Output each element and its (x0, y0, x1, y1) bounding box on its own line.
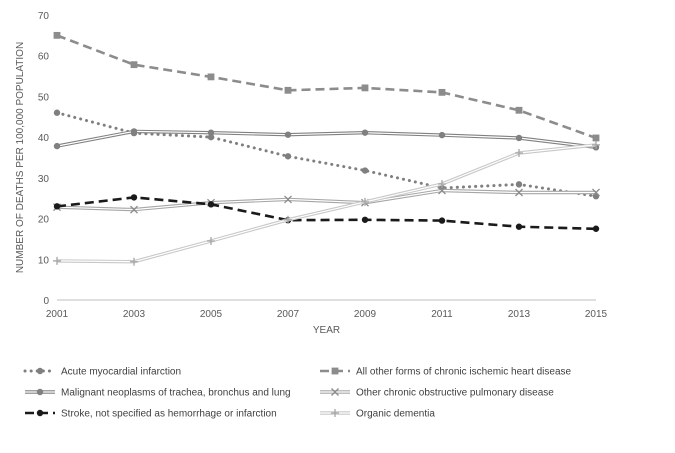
x-tick-label: 2001 (46, 309, 69, 320)
data-point (130, 194, 138, 201)
series-0 (53, 109, 600, 200)
data-point (284, 153, 292, 160)
data-point (53, 142, 61, 150)
data-point (361, 216, 369, 223)
x-tick-label: 2007 (277, 309, 300, 320)
data-point (515, 223, 523, 230)
series-line-inner (56, 130, 597, 148)
series-line-inner (56, 144, 597, 263)
data-point (130, 205, 138, 214)
series-line (56, 188, 596, 212)
data-point (592, 134, 600, 142)
legend-label: Stroke, not specified as hemorrhage or i… (61, 409, 277, 420)
data-point (515, 106, 523, 114)
x-tick-label: 2009 (354, 309, 377, 320)
y-tick-label: 20 (38, 215, 50, 226)
y-tick-label: 70 (38, 11, 50, 22)
data-point (284, 86, 292, 94)
series-line-inner (56, 189, 596, 211)
series-5 (53, 140, 600, 266)
data-point (130, 257, 138, 266)
x-axis-title: YEAR (313, 325, 340, 336)
series-line (56, 34, 597, 140)
legend-label: Other chronic obstructive pulmonary dise… (356, 388, 554, 399)
data-point (515, 134, 523, 142)
data-point (207, 129, 215, 136)
legend-item: Stroke, not specified as hemorrhage or i… (25, 409, 277, 420)
legend-marker (331, 388, 339, 396)
x-tick-label: 2015 (585, 309, 608, 320)
y-axis-ticks: 0 10 20 30 40 50 60 70 (38, 11, 50, 307)
data-point (438, 179, 446, 188)
data-point (592, 225, 600, 232)
data-point (515, 149, 523, 158)
legend: Acute myocardial infarction All other for… (23, 367, 572, 420)
data-point (361, 197, 369, 206)
data-point (361, 84, 369, 92)
series-line (55, 111, 598, 198)
data-point (53, 256, 61, 265)
data-point (438, 88, 446, 96)
data-point (53, 109, 61, 116)
data-point (284, 131, 292, 138)
y-tick-label: 50 (38, 92, 50, 103)
data-point (592, 188, 600, 197)
legend-marker (331, 409, 339, 417)
data-point (207, 133, 215, 141)
legend-label: Malignant neoplasms of trachea, bronchus… (61, 388, 291, 399)
data-point (207, 236, 215, 245)
data-point (53, 31, 61, 39)
data-point (53, 203, 61, 210)
legend-item: Malignant neoplasms of trachea, bronchus… (25, 388, 291, 399)
data-point (284, 195, 292, 204)
data-point (438, 131, 446, 139)
data-point (592, 140, 600, 149)
data-point (515, 188, 523, 197)
data-point (130, 128, 138, 135)
data-point (361, 129, 369, 136)
y-tick-label: 60 (38, 52, 50, 63)
x-tick-label: 2003 (123, 309, 146, 320)
data-point (207, 73, 215, 81)
data-point (207, 201, 215, 208)
data-point (284, 215, 292, 224)
data-point (438, 217, 446, 224)
series-2 (53, 128, 600, 151)
data-point (130, 61, 138, 69)
x-tick-label: 2005 (200, 309, 223, 320)
y-tick-label: 30 (38, 174, 50, 185)
legend-marker (36, 388, 44, 396)
y-axis-title: NUMBER OF DEATHS PER 100,000 POPULATION (15, 42, 26, 273)
legend-marker (36, 409, 44, 417)
legend-item: Organic dementia (320, 409, 435, 420)
legend-item: All other forms of chronic ischemic hear… (320, 367, 572, 378)
data-point (515, 181, 523, 188)
legend-item: Acute myocardial infarction (23, 367, 181, 378)
y-tick-label: 0 (43, 296, 49, 307)
y-tick-label: 10 (38, 255, 50, 266)
data-point (361, 167, 369, 174)
x-axis-ticks: 2001 2003 2005 2007 2009 2011 2013 2015 (46, 309, 608, 320)
series-1 (53, 31, 600, 142)
legend-label: All other forms of chronic ischemic hear… (356, 367, 572, 378)
x-tick-label: 2011 (431, 309, 453, 320)
legend-marker (331, 367, 339, 375)
data-point (438, 186, 446, 195)
plot-series (53, 31, 600, 266)
y-tick-label: 40 (38, 133, 50, 144)
legend-item: Other chronic obstructive pulmonary dise… (320, 388, 554, 399)
series-4 (53, 194, 600, 232)
x-tick-label: 2013 (508, 309, 531, 320)
legend-label: Acute myocardial infarction (61, 367, 181, 378)
legend-marker (36, 367, 44, 375)
series-line (56, 196, 597, 231)
legend-label: Organic dementia (356, 409, 435, 420)
